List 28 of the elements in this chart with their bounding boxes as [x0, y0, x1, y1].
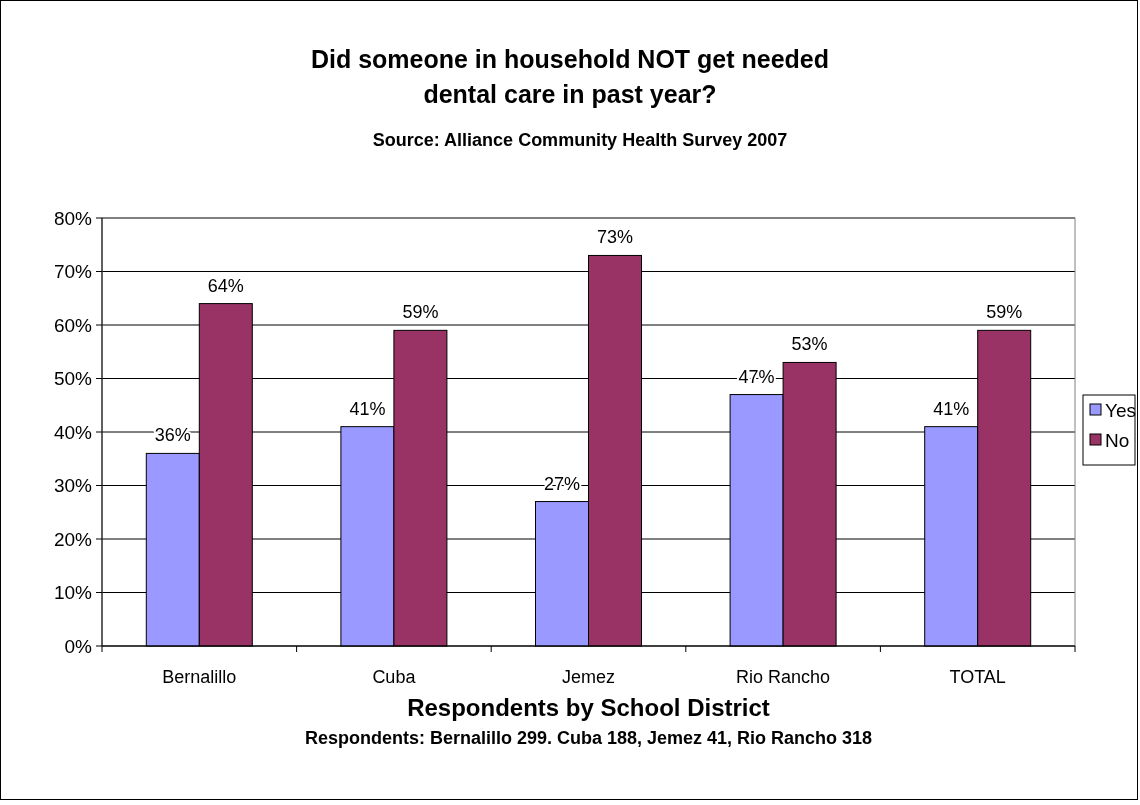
- x-tick-label: Jemez: [561, 667, 616, 687]
- x-tick-label: Bernalillo: [162, 667, 237, 687]
- y-tick-label: 60%: [53, 314, 93, 336]
- y-tick-label: 10%: [53, 582, 93, 604]
- y-tick-label: 0%: [64, 635, 93, 657]
- y-tick-label: 80%: [53, 207, 93, 229]
- x-tick-label: Rio Rancho: [736, 667, 831, 687]
- data-label: 73%: [596, 227, 634, 248]
- legend-label: Yes: [1105, 399, 1136, 421]
- data-label: 59%: [402, 302, 439, 323]
- data-label: 41%: [349, 398, 386, 419]
- x-tick-label: TOTAL: [949, 667, 1006, 687]
- y-tick-label: 50%: [53, 368, 93, 390]
- data-label: 64%: [207, 275, 244, 296]
- text: Respondents: Bernalillo 299. Cuba 188, Jemez 41, Rio Rancho 318: [304, 728, 873, 748]
- data-label: 53%: [791, 334, 828, 355]
- chart-subtitle: Source: Alliance Community Health Survey 2007: [372, 130, 788, 150]
- chart-title: Did someone in household NOT get needed dental care in past year?: [310, 45, 830, 108]
- x-axis-title: Respondents by School District: [407, 694, 770, 721]
- data-label: 59%: [986, 302, 1023, 323]
- data-label: 36%: [154, 425, 191, 446]
- x-tick-label: Cuba: [372, 667, 417, 687]
- y-tick-label: 20%: [53, 528, 93, 550]
- y-tick-label: 70%: [53, 261, 93, 283]
- legend-label: No: [1105, 429, 1130, 451]
- data-label: 41%: [933, 398, 970, 419]
- y-tick-label: 40%: [53, 421, 93, 443]
- y-tick-label: 30%: [53, 475, 93, 497]
